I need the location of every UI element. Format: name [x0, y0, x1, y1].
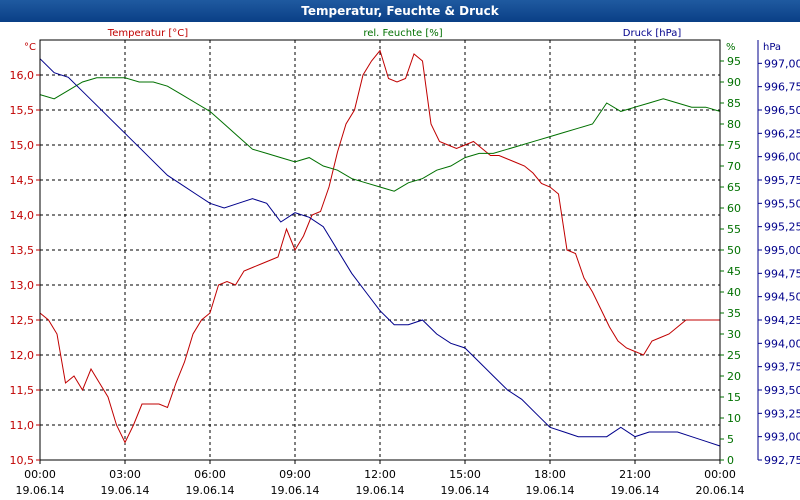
y-tick-label-humidity: 15 — [727, 391, 741, 404]
y-tick-label-temperature: 14,5 — [10, 174, 35, 187]
y-tick-label-humidity: 65 — [727, 181, 741, 194]
y-tick-label-humidity: 0 — [727, 454, 734, 467]
y-tick-label-pressure: 993,50 — [764, 384, 800, 397]
y-tick-label-pressure: 993,00 — [764, 431, 800, 444]
pressure-unit-label: hPa — [763, 42, 781, 53]
y-tick-label-temperature: 12,5 — [10, 314, 35, 327]
y-tick-label-temperature: 15,5 — [10, 104, 35, 117]
y-tick-label-pressure: 994,00 — [764, 337, 800, 350]
y-tick-label-humidity: 90 — [727, 76, 741, 89]
x-tick-date-label: 19.06.14 — [611, 484, 660, 497]
y-tick-label-temperature: 14,0 — [10, 209, 35, 222]
y-tick-label-humidity: 55 — [727, 223, 741, 236]
y-tick-label-temperature: 16,0 — [10, 69, 35, 82]
y-tick-label-humidity: 35 — [727, 307, 741, 320]
y-tick-label-temperature: 10,5 — [10, 454, 35, 467]
y-tick-label-pressure: 994,50 — [764, 291, 800, 304]
temperature-series-line — [39, 49, 720, 444]
y-tick-label-pressure: 996,25 — [764, 127, 800, 140]
y-tick-label-pressure: 993,75 — [764, 361, 800, 374]
y-tick-label-temperature: 13,5 — [10, 244, 35, 257]
x-tick-date-label: 19.06.14 — [441, 484, 490, 497]
y-tick-label-pressure: 992,75 — [764, 454, 800, 467]
x-tick-time-label: 06:00 — [194, 468, 226, 481]
y-tick-label-pressure: 995,50 — [764, 197, 800, 210]
x-tick-date-label: 19.06.14 — [16, 484, 65, 497]
y-tick-label-humidity: 5 — [727, 433, 734, 446]
chart-title: Temperatur, Feuchte & Druck — [0, 0, 800, 22]
x-tick-time-label: 00:00 — [704, 468, 736, 481]
y-tick-label-pressure: 994,25 — [764, 314, 800, 327]
pressure-series-line — [39, 58, 721, 447]
y-tick-label-pressure: 994,75 — [764, 267, 800, 280]
temperature-unit-label: °C — [24, 42, 36, 53]
y-tick-label-humidity: 30 — [727, 328, 741, 341]
x-tick-time-label: 21:00 — [619, 468, 651, 481]
y-tick-label-humidity: 85 — [727, 97, 741, 110]
y-tick-label-pressure: 997,00 — [764, 57, 800, 70]
x-tick-date-label: 19.06.14 — [271, 484, 320, 497]
y-tick-label-humidity: 95 — [727, 55, 741, 68]
x-tick-date-label: 20.06.14 — [696, 484, 745, 497]
y-tick-label-humidity: 80 — [727, 118, 741, 131]
y-tick-label-pressure: 996,00 — [764, 151, 800, 164]
y-tick-label-humidity: 75 — [727, 139, 741, 152]
y-tick-label-pressure: 995,00 — [764, 244, 800, 257]
x-tick-time-label: 00:00 — [24, 468, 56, 481]
y-tick-label-pressure: 996,75 — [764, 81, 800, 94]
y-tick-label-humidity: 40 — [727, 286, 741, 299]
y-tick-label-humidity: 20 — [727, 370, 741, 383]
x-tick-time-label: 15:00 — [449, 468, 481, 481]
y-tick-label-pressure: 995,25 — [764, 221, 800, 234]
y-tick-label-temperature: 15,0 — [10, 139, 35, 152]
x-tick-time-label: 09:00 — [279, 468, 311, 481]
x-tick-date-label: 19.06.14 — [186, 484, 235, 497]
humidity-unit-label: % — [726, 42, 736, 53]
x-tick-time-label: 18:00 — [534, 468, 566, 481]
y-tick-label-humidity: 25 — [727, 349, 741, 362]
humidity-axis-label: rel. Feuchte [%] — [363, 28, 442, 39]
y-tick-label-humidity: 45 — [727, 265, 741, 278]
y-tick-label-humidity: 60 — [727, 202, 741, 215]
y-tick-label-temperature: 12,0 — [10, 349, 35, 362]
temperature-axis-label: Temperatur [°C] — [107, 28, 188, 39]
y-tick-label-temperature: 11,0 — [10, 419, 35, 432]
y-tick-label-pressure: 995,75 — [764, 174, 800, 187]
y-tick-label-humidity: 70 — [727, 160, 741, 173]
x-tick-date-label: 19.06.14 — [101, 484, 150, 497]
x-tick-time-label: 03:00 — [109, 468, 141, 481]
y-tick-label-temperature: 13,0 — [10, 279, 35, 292]
y-tick-label-humidity: 10 — [727, 412, 741, 425]
y-tick-label-pressure: 996,50 — [764, 104, 800, 117]
x-tick-date-label: 19.06.14 — [526, 484, 575, 497]
pressure-axis-label: Druck [hPa] — [623, 28, 682, 39]
y-tick-label-temperature: 11,5 — [10, 384, 35, 397]
humidity-series-line — [39, 77, 721, 192]
x-tick-time-label: 12:00 — [364, 468, 396, 481]
x-tick-date-label: 19.06.14 — [356, 484, 405, 497]
y-tick-label-humidity: 50 — [727, 244, 741, 257]
y-tick-label-pressure: 993,25 — [764, 407, 800, 420]
